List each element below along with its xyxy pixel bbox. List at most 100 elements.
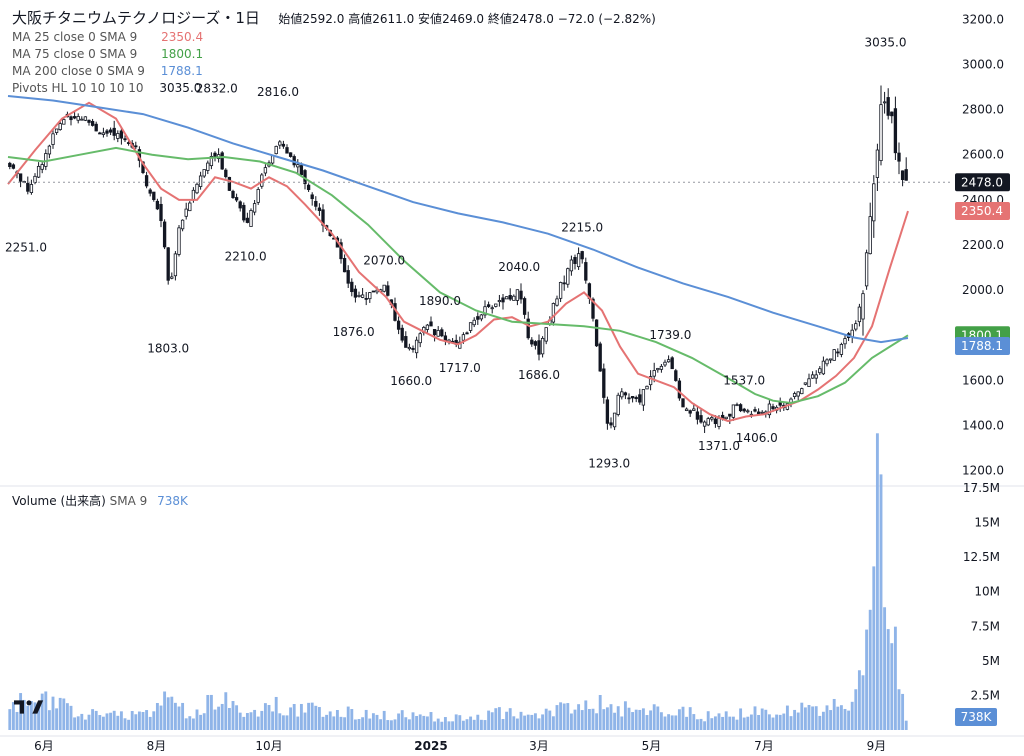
volume-bar <box>818 715 822 730</box>
candle-body <box>904 169 908 181</box>
volume-bar <box>80 713 84 730</box>
candle-body <box>206 162 210 171</box>
volume-bar <box>814 706 818 730</box>
volume-bar <box>368 718 372 730</box>
volume-bar <box>850 701 854 730</box>
pivot-label: 2210.0 <box>225 250 267 264</box>
volume-bar <box>317 707 321 730</box>
volume-bar <box>429 712 433 730</box>
volume-bar <box>649 710 653 730</box>
volume-bar <box>487 710 491 730</box>
volume-bar <box>677 709 681 730</box>
indicator-pivots[interactable]: Pivots HL 10 10 10 10 3035.0 <box>12 80 656 97</box>
volume-bar <box>184 718 188 730</box>
candle-body <box>69 116 73 121</box>
volume-bar <box>602 709 606 730</box>
volume-bar <box>137 711 141 730</box>
candle-body <box>893 108 898 154</box>
volume-bar <box>148 716 152 730</box>
volume-bar <box>605 707 609 730</box>
open-label: 始値 <box>278 12 303 26</box>
volume-bar <box>263 703 267 730</box>
volume-bar <box>541 714 545 730</box>
volume-bar <box>440 721 444 730</box>
indicator-ma200[interactable]: MA 200 close 0 SMA 9 1788.1 <box>12 63 656 80</box>
candle-body <box>346 270 350 284</box>
candle-body <box>184 208 188 217</box>
volume-bar <box>303 712 307 730</box>
candle-body <box>18 173 23 182</box>
volume-bar <box>101 716 105 730</box>
volume-bar <box>37 702 41 730</box>
candle-body <box>645 385 649 390</box>
volume-bar <box>26 705 30 730</box>
price-tick-label: 2600.0 <box>962 148 1004 162</box>
candle-body <box>670 357 674 370</box>
volume-bar <box>33 702 37 730</box>
pivot-label: 1406.0 <box>736 431 778 445</box>
pivot-label: 1890.0 <box>419 294 461 308</box>
volume-bar <box>728 716 732 730</box>
close-value: 2478.0 <box>511 12 554 26</box>
volume-bar <box>580 710 584 730</box>
time-tick-label: 6月 <box>34 739 54 753</box>
volume-bar <box>321 716 325 730</box>
volume-bar <box>872 566 876 730</box>
volume-bar <box>231 701 235 730</box>
volume-bar <box>425 716 429 730</box>
candle-body <box>540 337 545 355</box>
candle-body <box>202 169 206 177</box>
candle-body <box>339 242 343 260</box>
time-tick-label: 9月 <box>867 739 887 753</box>
close-label: 終値 <box>487 12 512 26</box>
volume-bar <box>91 709 95 730</box>
candle-body <box>756 411 761 415</box>
volume-bar <box>400 710 404 730</box>
volume-bar <box>861 675 865 730</box>
candle-body <box>724 416 728 420</box>
volume-bar <box>667 714 671 730</box>
volume-legend[interactable]: Volume (出来高) SMA 9 738K <box>12 493 188 509</box>
candle-body <box>897 152 901 162</box>
volume-bar <box>325 714 329 730</box>
candle-body <box>386 285 390 296</box>
candle-body <box>688 410 692 414</box>
volume-bar <box>501 719 505 730</box>
volume-bar <box>749 714 753 730</box>
candle-body <box>677 380 682 399</box>
tradingview-logo-icon[interactable] <box>14 698 44 716</box>
candle-body <box>699 415 703 423</box>
volume-bar <box>595 713 599 730</box>
indicator-ma25[interactable]: MA 25 close 0 SMA 9 2350.4 <box>12 29 656 46</box>
indicator-ma75[interactable]: MA 75 close 0 SMA 9 1800.1 <box>12 46 656 63</box>
candle-body <box>612 412 617 428</box>
volume-bar <box>436 718 440 730</box>
candle-body <box>526 318 530 339</box>
candle-body <box>170 276 174 279</box>
volume-bar <box>65 703 69 730</box>
candle-body <box>198 175 203 187</box>
volume-bar <box>735 719 739 730</box>
volume-bar <box>116 715 120 730</box>
candle-body <box>674 370 678 381</box>
candle-body <box>839 343 844 355</box>
volume-bar <box>22 699 26 730</box>
volume-bar <box>76 716 80 730</box>
candle-body <box>274 145 278 155</box>
pivot-label: 1686.0 <box>518 368 560 382</box>
candle-body <box>886 97 890 116</box>
volume-bar <box>274 696 278 730</box>
volume-bar <box>472 719 476 730</box>
time-tick-label: 8月 <box>147 739 167 753</box>
high-value: 2611.0 <box>372 12 415 26</box>
symbol-name[interactable]: 大阪チタニウムテクノロジーズ・1日 <box>12 9 260 27</box>
volume-bar <box>379 719 383 730</box>
candle-body <box>803 382 808 385</box>
candle-body <box>792 393 797 398</box>
candle-body <box>591 298 595 319</box>
candle-body <box>533 341 538 346</box>
candle-body <box>778 402 782 406</box>
candle-body <box>623 392 628 396</box>
volume-bar <box>141 711 145 730</box>
